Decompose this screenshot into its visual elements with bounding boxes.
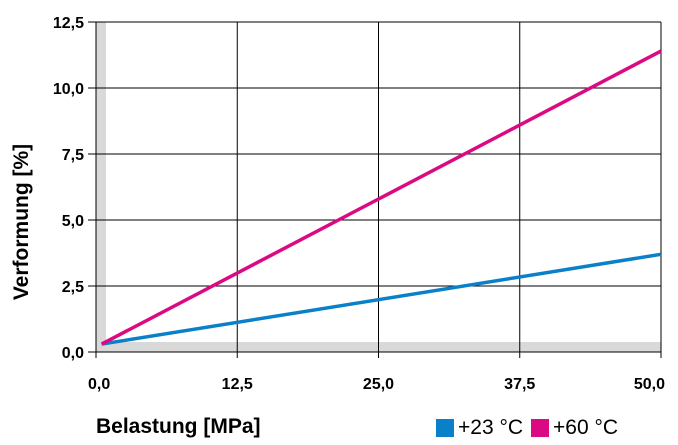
line-chart: 0,0 2,5 5,0 7,5 10,0 12,5 0,0 12,5 25,0 37,5 50,0… <box>10 15 665 393</box>
grid-lines <box>88 21 662 358</box>
x-tick-label: 50,0 <box>634 376 665 393</box>
y-tick-label: 2,5 <box>62 279 84 296</box>
y-axis-band <box>96 22 106 352</box>
x-tick-label: 25,0 <box>363 376 394 393</box>
x-tick-label: 0,0 <box>88 376 110 393</box>
x-tick-label: 37,5 <box>504 376 535 393</box>
x-tick-label: 12,5 <box>222 376 253 393</box>
legend-item-60c: +60 °C <box>531 416 618 440</box>
series-line-23c <box>101 252 662 346</box>
legend-swatch-60c <box>531 419 550 437</box>
series-lines <box>100 49 662 346</box>
y-tick-label: 10,0 <box>53 81 84 98</box>
series-line-60c <box>100 49 662 346</box>
y-tick-label: 0,0 <box>62 345 84 362</box>
x-tick-labels: 0,0 12,5 25,0 37,5 50,0 <box>88 376 665 393</box>
legend-swatch-23c <box>436 419 454 437</box>
legend-item-23c: +23 °C <box>436 416 523 440</box>
legend: +23 °C +60 °C <box>436 416 626 440</box>
y-tick-labels: 0,0 2,5 5,0 7,5 10,0 12,5 <box>53 15 84 362</box>
y-tick-label: 7,5 <box>62 147 84 164</box>
y-tick-label: 12,5 <box>53 15 84 32</box>
y-tick-label: 5,0 <box>62 213 84 230</box>
y-axis-label: Verformung [%] <box>10 144 33 300</box>
legend-label-23c: +23 °C <box>458 416 524 439</box>
x-axis-label: Belastung [MPa] <box>96 415 261 438</box>
legend-label-60c: +60 °C <box>553 416 619 439</box>
